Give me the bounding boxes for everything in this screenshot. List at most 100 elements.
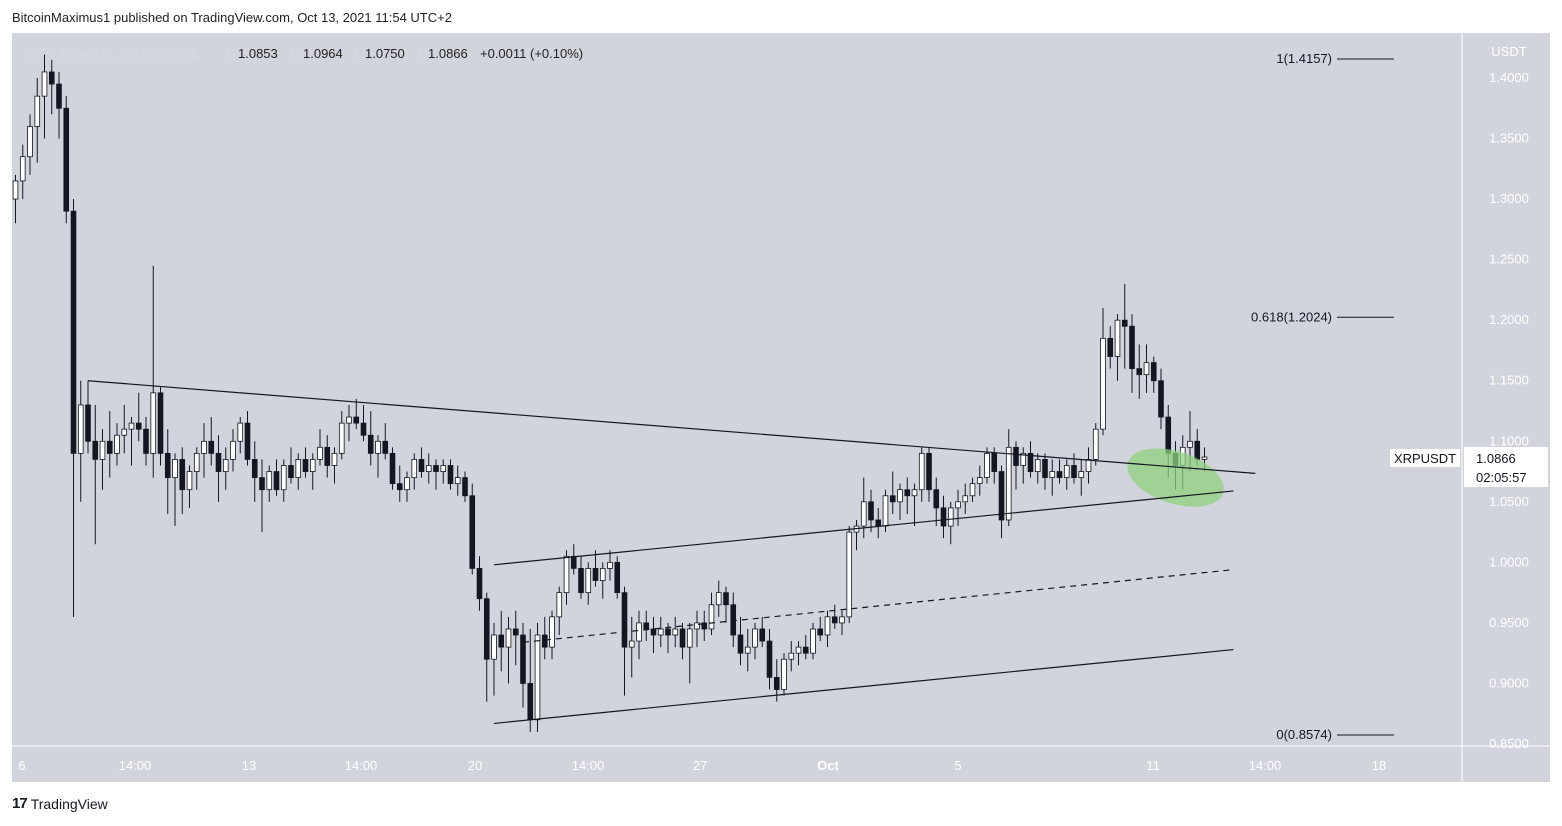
candle-body (143, 428, 149, 454)
candle (969, 477, 976, 502)
candle (1100, 308, 1106, 436)
candle (715, 580, 722, 617)
candle (752, 622, 758, 660)
candle-body (309, 459, 316, 472)
candle (556, 586, 563, 636)
candle (27, 114, 33, 175)
candle-body (578, 568, 584, 594)
candle-body (396, 483, 403, 491)
candle (1092, 423, 1099, 466)
candle (505, 616, 512, 684)
candle (701, 610, 708, 642)
candle (150, 265, 157, 478)
candle-body (491, 634, 497, 660)
chart-panel[interactable]: 1(1.4157) 0.618(1.2024) 0(0.8574) 1.4000 1.… (12, 33, 1550, 782)
candle (1150, 356, 1157, 393)
fib-level-label: 1(1.4157) (1276, 51, 1332, 66)
candle-body (48, 71, 55, 85)
candle (251, 441, 258, 502)
candle-body (389, 452, 396, 485)
candle-body (454, 477, 461, 485)
candle (1042, 453, 1048, 490)
candle (904, 477, 911, 514)
candle (512, 610, 519, 666)
candle-body (686, 628, 693, 648)
candle-body (585, 568, 592, 594)
candle-body (636, 622, 642, 642)
candle-body (1085, 459, 1092, 472)
candle (730, 592, 737, 648)
candle-body (172, 459, 178, 479)
candle-body (621, 592, 628, 648)
candle (19, 144, 26, 200)
candle-body (128, 422, 135, 430)
candlestick-chart[interactable]: 1(1.4157)0.618(1.2024)0(0.8574) 1.40001.… (12, 33, 1550, 782)
low-label: L (355, 46, 362, 61)
candle-body (99, 440, 106, 460)
candle (70, 199, 77, 617)
candle (346, 404, 352, 442)
candle-body (1158, 380, 1164, 418)
candle-body (56, 83, 62, 109)
candle-body (715, 592, 722, 606)
candle-body (353, 416, 360, 424)
channel-bottom-line (493, 648, 1234, 725)
change-value: +0.0011 (+0.10%) (480, 46, 583, 61)
x-tick-label: 27 (693, 758, 707, 773)
high-label: H (291, 46, 300, 61)
plot-area[interactable] (12, 33, 1462, 746)
tradingview-logo[interactable]: 17 TradingView (12, 795, 108, 812)
x-tick-label: 18 (1372, 758, 1386, 773)
candle-body (773, 677, 780, 690)
candle-body (266, 471, 273, 491)
candle-body (1107, 337, 1114, 357)
candle-body (41, 71, 48, 97)
candle-body (1150, 362, 1157, 382)
y-tick-label: 1.0500 (1489, 494, 1529, 509)
candle (889, 471, 896, 514)
candle-body (1136, 368, 1143, 376)
candle-body (933, 489, 940, 509)
candle-body (331, 452, 338, 466)
candle-body (1027, 452, 1034, 472)
candle (476, 556, 483, 611)
candle-body (708, 604, 715, 630)
candle (759, 616, 766, 648)
candle (607, 550, 613, 581)
channel-top-line (493, 490, 1234, 566)
candle-body (1165, 416, 1172, 454)
candle-body (889, 495, 896, 503)
candle-body (382, 440, 389, 454)
high-value: 1.0964 (303, 46, 343, 61)
candle (317, 429, 323, 466)
y-tick-label: 1.1500 (1489, 373, 1529, 388)
candle (128, 417, 135, 466)
candle (309, 453, 316, 490)
price-scale[interactable] (1462, 33, 1550, 782)
x-axis-ticks: 6 14:00 13 14:00 20 14:00 27 Oct 5 11 14:00 18 (18, 758, 1386, 773)
open-value: 1.0853 (238, 46, 278, 61)
candle-body (360, 422, 367, 436)
price-tag-value: 1.0866 (1476, 451, 1516, 466)
candle-body (766, 640, 773, 678)
candle (244, 411, 251, 466)
candle-body (744, 646, 751, 654)
candles-layer (12, 53, 1208, 732)
candle-body (237, 422, 244, 442)
candle-body (1063, 465, 1070, 478)
candle (773, 659, 780, 702)
candle (737, 616, 744, 666)
x-tick-label: 20 (468, 758, 482, 773)
candle (991, 447, 998, 484)
candle (766, 628, 773, 690)
candle (404, 471, 410, 502)
candle-body (505, 628, 512, 648)
candle-body (462, 477, 468, 497)
candle (940, 495, 947, 539)
candle (331, 447, 338, 484)
candle-body (425, 465, 432, 472)
candle-body (324, 446, 331, 466)
candle (440, 459, 447, 484)
candle (1085, 447, 1092, 484)
candle (802, 635, 809, 660)
